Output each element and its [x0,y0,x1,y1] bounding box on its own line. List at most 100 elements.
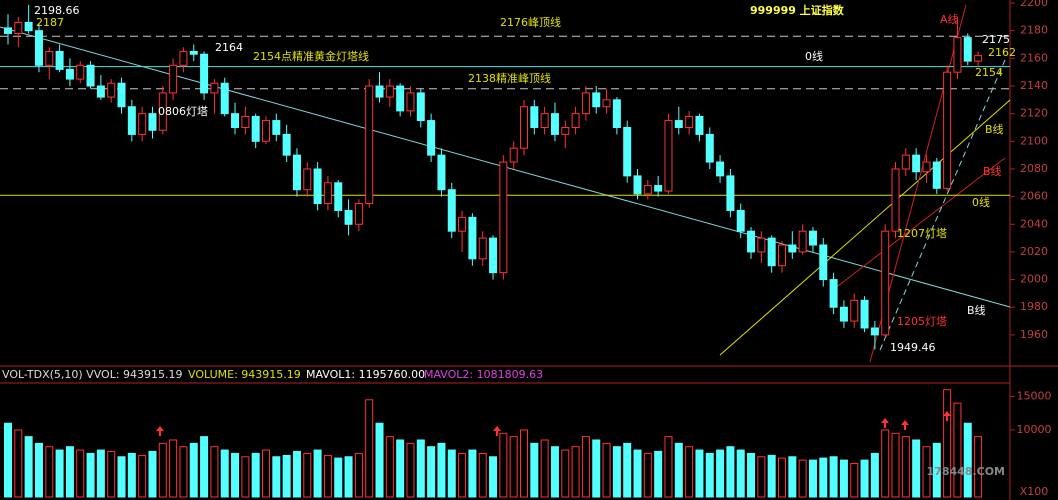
volume-bar [685,446,694,498]
candle-body [932,161,941,189]
candle-body [313,168,322,205]
volume-bar [86,452,95,498]
candle-body [716,161,725,177]
volume-bar [788,456,797,498]
volume-bar [489,456,498,498]
candle-body [530,106,539,128]
annotation: 2154点精准黄金灯塔线 [253,49,369,63]
volume-bar [169,439,178,498]
volume-bar [334,457,343,498]
volume-bar [571,446,580,498]
volume-bar [210,446,219,498]
candle-body [65,68,74,80]
volume-bar [654,450,663,498]
candle-body [303,168,312,191]
candle-body [55,50,64,70]
volume-tick-label: 10000 [1017,423,1052,436]
y-tick-label: 2060 [1020,190,1048,203]
chart-title: 999999 上证指数 [750,3,845,17]
volume-bar [189,442,198,498]
candle-body [292,154,301,191]
candle-body [633,175,642,195]
candle-body [365,85,374,205]
y-tick-label: 2180 [1020,24,1048,37]
indicator-label: VOL-TDX(5,10) VVOL: 943915.19 [2,368,183,381]
annotation: 2175 [982,33,1010,46]
candle-body [4,27,12,34]
candle-body [891,168,900,232]
candle-body [870,327,879,336]
volume-bar [148,450,157,498]
candle-body [643,185,652,195]
volume-bar [220,449,229,498]
trend-line [719,99,1011,356]
candle-body [45,50,54,66]
volume-bar [468,449,477,498]
candle-body [747,230,756,253]
volume-bar [406,442,415,498]
candle-body [344,209,353,225]
volume-bar [65,446,74,498]
annotation: 0806灯塔 [158,105,208,118]
volume-bar [716,449,725,498]
candle-body [726,175,735,211]
arrow [901,420,909,430]
candle-body [819,244,828,281]
volume-bar [829,456,838,498]
annotation: B线 [985,122,1004,136]
annotation: 2138精准峰顶线 [468,71,551,85]
candle-body [592,92,601,108]
candle-body [963,37,972,62]
volume-bar [231,452,240,498]
candle-body [860,299,869,329]
volume-bar [179,446,188,498]
annotation: 0线 [805,49,823,63]
candle-body [262,120,270,142]
signal-arrows [156,411,951,436]
volume-bar [241,456,250,498]
candle-body [520,106,528,149]
candle-body [220,82,229,115]
candle-body [654,185,663,192]
arrow [943,411,951,421]
candle-body [148,113,157,131]
volume-bar [602,442,611,498]
candle-body [922,161,931,173]
candle-body [478,237,487,260]
y-tick-label: 2000 [1020,273,1048,286]
volume-bar [447,449,456,498]
annotation: A线 [940,12,959,26]
annotation: 1205灯塔 [897,315,947,328]
candle-body [623,126,632,177]
volume-bar [540,439,549,498]
candle-body [612,99,621,128]
y-tick-label: 2120 [1020,107,1048,120]
y-tick-label: 2200 [1020,0,1048,9]
candle-body [705,133,714,163]
candle-body [839,306,848,322]
candle-body [210,82,219,94]
volume-bar [458,452,467,498]
volume-bar [4,422,12,498]
volume-bar [778,457,786,498]
volume-bar [974,436,983,498]
candle-body [561,126,570,135]
candle-body [282,133,291,156]
candle-body [829,279,838,308]
candle-body [107,82,116,98]
annotation: 2162 [988,46,1016,59]
volume-bars [4,389,983,498]
volume-bar [365,399,374,498]
volume-bar [292,450,301,498]
candle-body [24,21,33,32]
volume-bar [550,446,559,498]
volume-bar [592,439,601,498]
annotation: 2164 [215,41,243,54]
volume-bar [664,436,673,498]
volume-bar [901,436,910,498]
candle-body [189,50,198,55]
volume-bar [14,429,23,498]
volume-unit: X100 [1020,485,1049,498]
y-tick-label: 1980 [1020,300,1048,313]
